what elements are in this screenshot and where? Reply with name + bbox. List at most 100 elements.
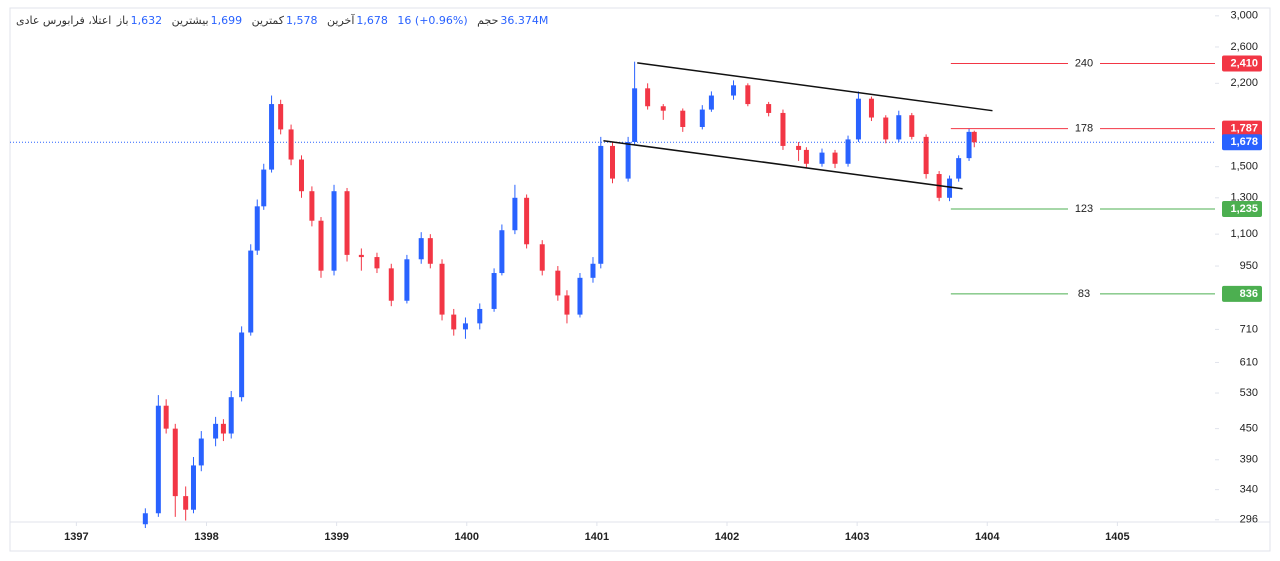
candle-body	[239, 332, 245, 398]
candle-body	[883, 117, 889, 140]
x-tick-label: 1399	[324, 531, 348, 543]
candle-body	[524, 197, 530, 245]
price-tag-label: 836	[1240, 288, 1258, 300]
frame	[9, 7, 1271, 552]
candle-body	[577, 277, 583, 315]
price-tag	[1222, 55, 1262, 72]
candle-body	[491, 273, 497, 309]
candle-body	[318, 220, 324, 271]
candle-body	[427, 238, 433, 264]
y-tick-label: 450	[1240, 423, 1258, 435]
level-note: 178	[1075, 122, 1093, 134]
volume-label: حجم	[477, 14, 499, 27]
symbol: اعتلا، فرابورس عادی	[16, 14, 112, 27]
y-tick-label: 340	[1240, 484, 1258, 496]
price-tag	[1222, 134, 1262, 151]
candle-body	[254, 206, 260, 251]
stat-value: 1,699	[210, 14, 243, 27]
candle-body	[909, 115, 915, 137]
candle-body	[155, 405, 161, 514]
candle-body	[632, 88, 638, 143]
x-tick-label: 1401	[585, 531, 609, 543]
candle-body	[923, 136, 929, 175]
candle-body	[142, 513, 148, 525]
stat-label: بیشترین	[171, 14, 209, 27]
candle-body	[956, 158, 962, 179]
candle-body	[331, 191, 337, 271]
candle-body	[590, 263, 596, 278]
trendline	[603, 139, 963, 190]
candle-body	[845, 139, 851, 164]
stat-label: باز	[116, 14, 129, 27]
price-tag-label: 2,410	[1230, 57, 1258, 69]
price-tag	[1222, 285, 1262, 302]
candle-body	[966, 131, 972, 159]
candle-body	[819, 152, 825, 164]
volume: 36.374M	[500, 14, 549, 27]
candle-body	[388, 268, 394, 301]
candle-body	[555, 270, 561, 296]
candle-body	[298, 159, 304, 192]
candle-body	[832, 152, 838, 164]
candle-body	[564, 295, 570, 315]
candle-body	[228, 397, 234, 434]
candle-body	[625, 142, 631, 179]
candle-body	[645, 88, 651, 107]
candle-body	[499, 230, 505, 274]
y-tick-label: 1,500	[1230, 161, 1258, 173]
candle-body	[796, 145, 802, 150]
candle-body	[477, 308, 483, 324]
x-tick-label: 1405	[1105, 531, 1129, 543]
y-tick-label: 2,600	[1230, 41, 1258, 53]
stat-value: 1,632	[130, 14, 163, 27]
price-tag-label: 1,678	[1230, 136, 1258, 148]
stat-value: 1,578	[286, 14, 318, 27]
candle-body	[288, 129, 294, 160]
candle-body	[462, 323, 468, 330]
candle-body	[745, 85, 751, 105]
y-tick-label: 296	[1240, 514, 1258, 526]
candle-body	[309, 191, 315, 221]
candle-body	[213, 423, 219, 439]
candle-body	[610, 145, 615, 179]
y-tick-label: 710	[1240, 323, 1258, 335]
candle-body	[699, 109, 705, 127]
candle-body	[731, 85, 737, 96]
x-tick-label: 1400	[455, 531, 479, 543]
candle-body	[708, 95, 714, 110]
candle-body	[163, 405, 169, 429]
level-note: 83	[1078, 288, 1090, 300]
price-tag-label: 1,235	[1230, 203, 1258, 215]
y-tick-label: 530	[1240, 387, 1258, 399]
candle-body	[418, 238, 424, 260]
candle-body	[598, 145, 604, 264]
candle-body	[512, 197, 518, 231]
price-tag	[1222, 200, 1262, 217]
y-tick-label: 3,000	[1230, 10, 1258, 22]
y-tick-label: 950	[1240, 260, 1258, 272]
level-note: 240	[1075, 57, 1093, 69]
candle-body	[680, 110, 686, 127]
stat-label: آخرین	[327, 14, 355, 27]
x-tick-label: 1403	[845, 531, 869, 543]
candle-body	[803, 149, 809, 164]
y-tick-label: 1,300	[1230, 192, 1258, 204]
price-tag-label: 1,787	[1230, 122, 1258, 134]
candle-body	[190, 465, 196, 510]
candle-body	[358, 254, 364, 258]
candle-body	[947, 178, 953, 198]
candle-body	[766, 104, 772, 113]
candle-body	[855, 98, 861, 140]
price-tag	[1222, 120, 1262, 137]
candle-body	[780, 112, 786, 146]
candle-body	[374, 257, 380, 269]
candle-body	[269, 104, 275, 170]
change: 16 (+0.96%)	[397, 14, 468, 27]
y-tick-label: 390	[1240, 454, 1258, 466]
candle-body	[971, 131, 977, 143]
candle-body	[278, 104, 284, 130]
candle-body	[660, 106, 666, 111]
x-tick-label: 1404	[975, 531, 1000, 543]
